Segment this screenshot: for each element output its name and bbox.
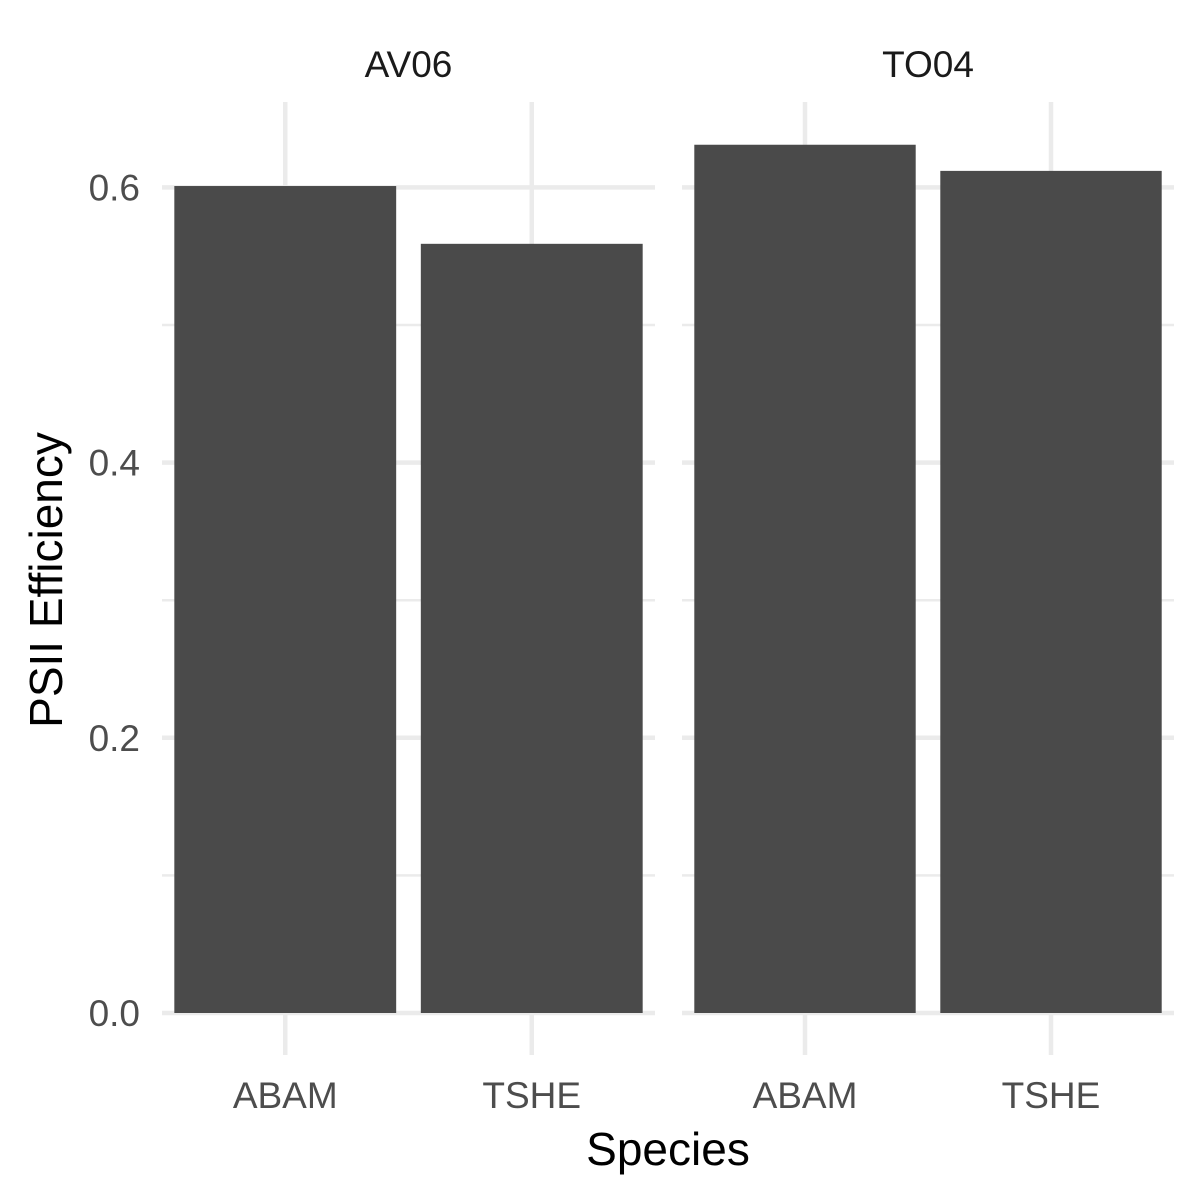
x-tick-label: TSHE xyxy=(482,1075,581,1116)
facet-label: TO04 xyxy=(882,44,974,85)
y-tick-label: 0.2 xyxy=(89,718,140,759)
y-tick-label: 0.6 xyxy=(89,167,140,208)
bar-to04-tshe xyxy=(940,170,1162,1013)
bar-av06-tshe xyxy=(420,243,643,1014)
panels: ABAM TSHE AV06 ABAM TSHE TO04 xyxy=(162,44,1174,1116)
y-tick-label: 0.4 xyxy=(89,443,140,484)
x-tick-label: ABAM xyxy=(233,1075,338,1116)
x-tick-label: ABAM xyxy=(753,1075,858,1116)
panel-av06: ABAM TSHE AV06 xyxy=(162,44,655,1116)
y-tick-label: 0.0 xyxy=(89,993,140,1034)
facet-label: AV06 xyxy=(365,44,453,85)
bar-to04-abam xyxy=(694,144,916,1013)
x-tick-label: TSHE xyxy=(1002,1075,1101,1116)
y-axis: 0.0 0.2 0.4 0.6 xyxy=(89,167,140,1034)
y-axis-title: PSII Efficiency xyxy=(20,432,72,728)
bar-av06-abam xyxy=(174,186,397,1014)
panel-to04: ABAM TSHE TO04 xyxy=(682,44,1174,1116)
x-axis-title: Species xyxy=(586,1123,750,1175)
